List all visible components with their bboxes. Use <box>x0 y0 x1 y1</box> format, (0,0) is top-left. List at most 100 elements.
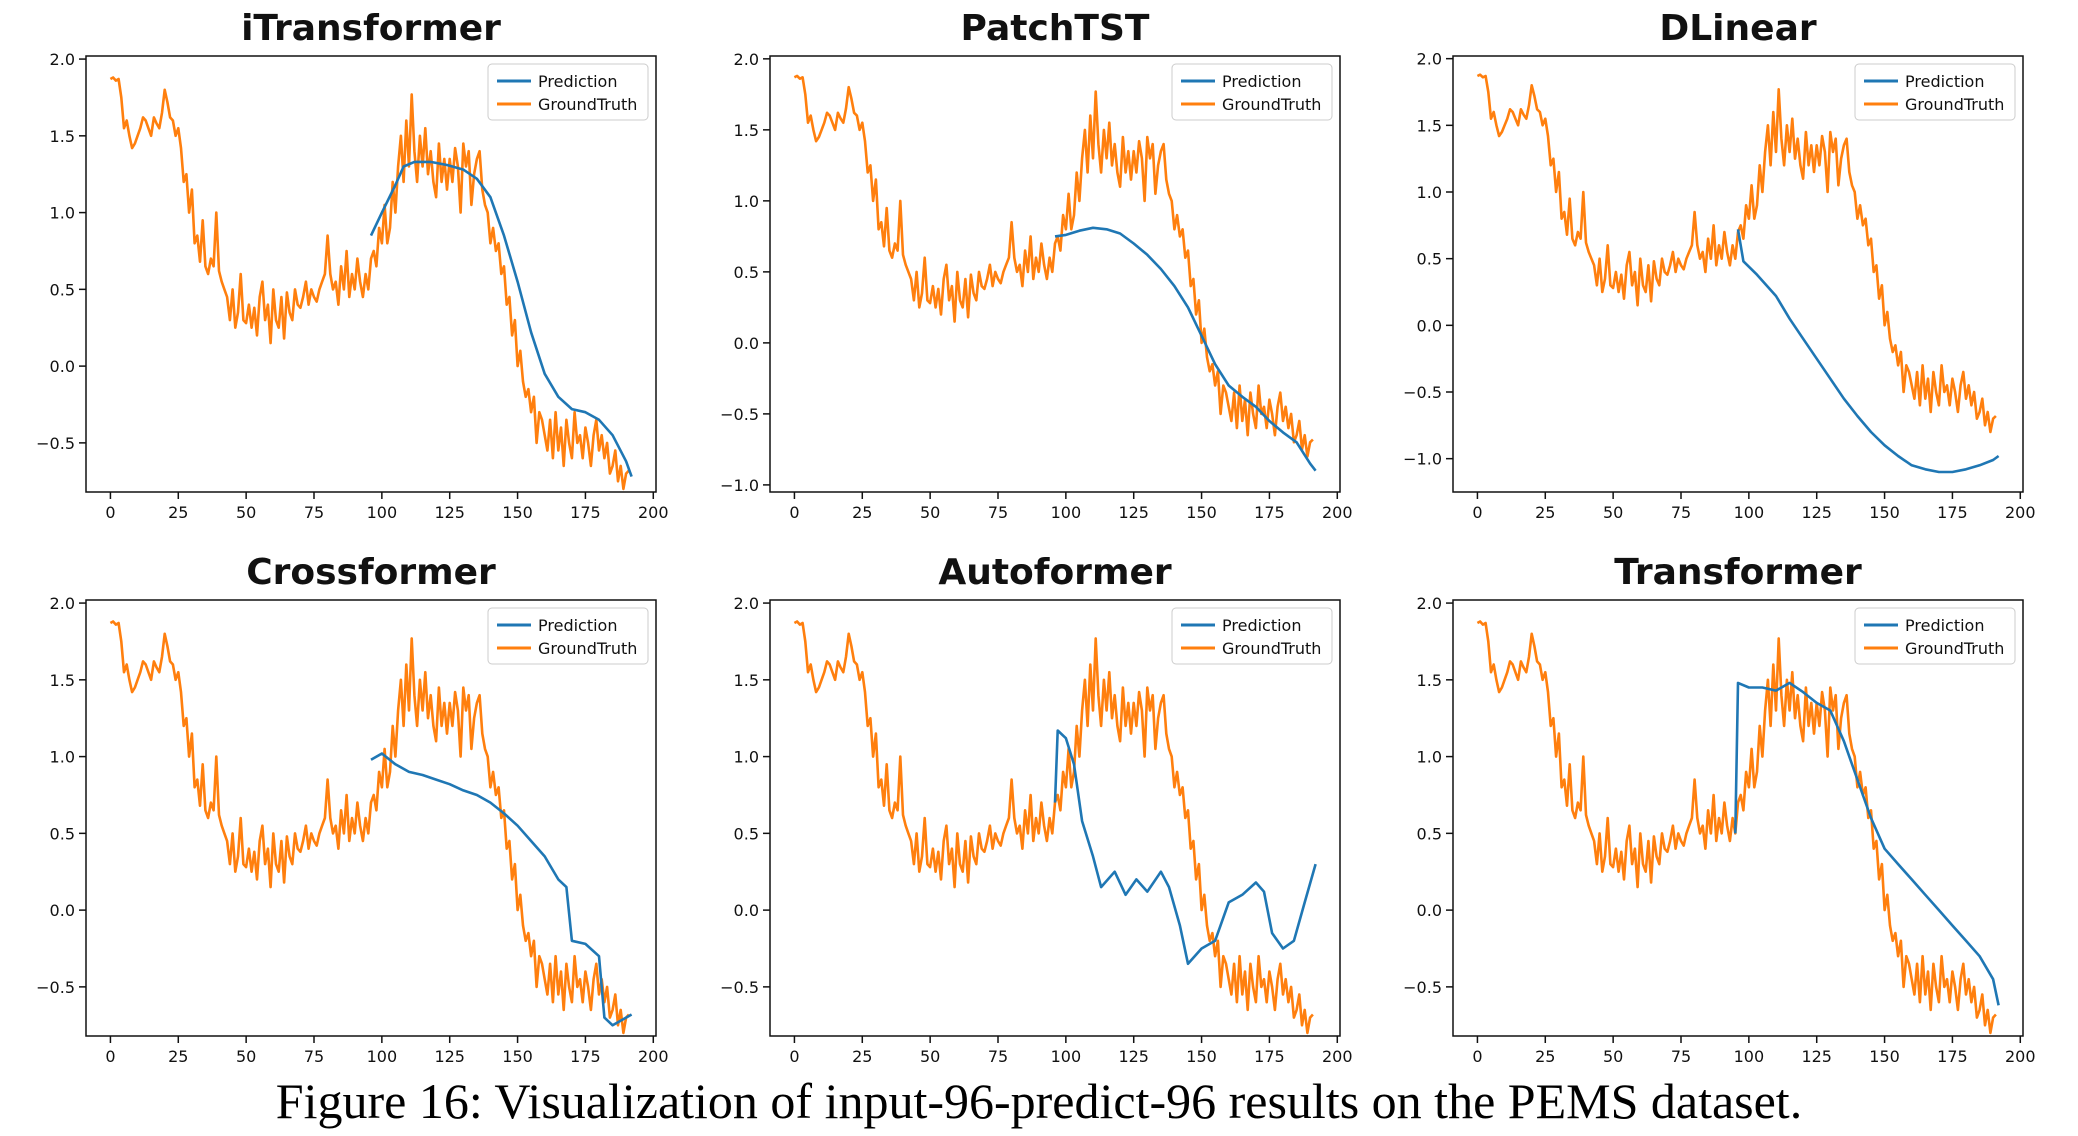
chart-2: DLinear 0 25 50 75 100 125 150 175 200 −1.0 −0.5 0.0… <box>1403 8 2035 522</box>
chart-1-xtick-label: 25 <box>852 503 872 522</box>
chart-4-legend-groundtruth-label: GroundTruth <box>1222 639 1321 658</box>
chart-1-xtick-label: 150 <box>1186 503 1217 522</box>
chart-1-prediction-line <box>1054 226 1317 472</box>
chart-5-axes-frame <box>1452 599 2024 1037</box>
chart-5-legend: Prediction GroundTruth <box>1854 607 2016 665</box>
chart-0-xtick-label: 75 <box>304 503 324 522</box>
chart-5-ytick-label: 0.0 <box>1417 901 1442 920</box>
chart-1-xtick-label: 175 <box>1254 503 1285 522</box>
chart-2-groundtruth-line <box>1476 73 1997 434</box>
chart-0-xtick-label: 200 <box>638 503 669 522</box>
chart-1-legend: Prediction GroundTruth <box>1171 63 1333 121</box>
chart-2-ytick-label: 0.5 <box>1417 250 1442 269</box>
chart-0-ytick-label: 0.5 <box>50 280 75 299</box>
chart-1-xtick-label: 50 <box>920 503 940 522</box>
chart-0-xtick-label: 50 <box>236 503 256 522</box>
chart-0-groundtruth-line <box>109 76 630 491</box>
chart-1-xtick-label: 0 <box>789 503 799 522</box>
chart-3-legend-groundtruth-label: GroundTruth <box>538 639 637 658</box>
chart-4-prediction-line <box>1053 729 1317 966</box>
chart-0-prediction-line <box>369 160 633 478</box>
chart-1-ytick-label: 0.5 <box>734 263 759 282</box>
chart-2-xtick-label: 75 <box>1671 503 1691 522</box>
chart-3-legend: Prediction GroundTruth <box>487 607 649 665</box>
chart-1-ytick-label: −0.5 <box>720 405 759 424</box>
chart-4-legend-prediction-label: Prediction <box>1222 616 1301 635</box>
chart-4-ytick-label: 1.5 <box>734 671 759 690</box>
chart-2-ytick-label: 2.0 <box>1417 50 1442 69</box>
chart-5-xtick-label: 125 <box>1801 1047 1832 1066</box>
chart-3-xtick-label: 175 <box>570 1047 601 1066</box>
chart-2-ytick-label: −1.0 <box>1403 450 1442 469</box>
chart-1-legend-prediction-label: Prediction <box>1222 72 1301 91</box>
chart-0-legend-groundtruth-label: GroundTruth <box>538 95 637 114</box>
chart-4-xtick-label: 125 <box>1118 1047 1149 1066</box>
chart-2-ytick-label: 0.0 <box>1417 316 1442 335</box>
chart-3-title: Crossformer <box>246 552 496 593</box>
chart-3-legend-box <box>487 607 649 665</box>
chart-3-ytick-label: 0.0 <box>50 901 75 920</box>
chart-4-xtick-label: 0 <box>789 1047 799 1066</box>
chart-5-legend-box <box>1854 607 2016 665</box>
chart-0-ytick-label: 2.0 <box>50 50 75 69</box>
chart-0-xtick-label: 100 <box>367 503 398 522</box>
chart-2-prediction-line <box>1736 229 2000 474</box>
chart-5-xtick-label: 75 <box>1671 1047 1691 1066</box>
chart-0: iTransformer 0 25 50 75 100 125 150 175 200 −0.5 0.… <box>36 8 668 522</box>
chart-1-ytick-label: 0.0 <box>734 334 759 353</box>
chart-5-ytick-label: −0.5 <box>1403 978 1442 997</box>
chart-2-xtick-label: 100 <box>1734 503 1765 522</box>
chart-5-title: Transformer <box>1614 552 1862 593</box>
chart-4-legend: Prediction GroundTruth <box>1171 607 1333 665</box>
chart-1-title: PatchTST <box>961 8 1150 49</box>
chart-5: Transformer 0 25 50 75 100 125 150 175 200 −0.5 0.0… <box>1403 552 2035 1066</box>
chart-3-xtick-label: 25 <box>168 1047 188 1066</box>
chart-0-legend-prediction-label: Prediction <box>538 72 617 91</box>
chart-1-legend-box <box>1171 63 1333 121</box>
chart-3-ytick-label: 1.0 <box>50 748 75 767</box>
chart-1-ytick-label: 1.5 <box>734 121 759 140</box>
chart-2-ytick-label: 1.0 <box>1417 183 1442 202</box>
chart-2-xtick-label: 150 <box>1869 503 1900 522</box>
chart-3-groundtruth-line <box>109 620 630 1035</box>
chart-1-xtick-label: 100 <box>1051 503 1082 522</box>
chart-0-legend: Prediction GroundTruth <box>487 63 649 121</box>
chart-2-xtick-label: 25 <box>1535 503 1555 522</box>
chart-3: Crossformer 0 25 50 75 100 125 150 175 200 −0.5 0.0… <box>36 552 668 1066</box>
chart-2-legend: Prediction GroundTruth <box>1854 63 2016 121</box>
chart-3-xtick-label: 75 <box>304 1047 324 1066</box>
chart-4: Autoformer 0 25 50 75 100 125 150 175 200 −0.5 0.0 0… <box>720 552 1352 1066</box>
chart-0-xtick-label: 0 <box>105 503 115 522</box>
chart-4-xtick-label: 150 <box>1186 1047 1217 1066</box>
chart-0-xtick-label: 125 <box>434 503 465 522</box>
chart-1-xtick-label: 75 <box>988 503 1008 522</box>
chart-3-xtick-label: 200 <box>638 1047 669 1066</box>
chart-2-xtick-label: 50 <box>1603 503 1623 522</box>
chart-3-xtick-label: 150 <box>502 1047 533 1066</box>
chart-4-ytick-label: 2.0 <box>734 594 759 613</box>
chart-4-xtick-label: 75 <box>988 1047 1008 1066</box>
chart-0-xtick-label: 25 <box>168 503 188 522</box>
chart-3-legend-prediction-label: Prediction <box>538 616 617 635</box>
chart-5-ytick-label: 2.0 <box>1417 594 1442 613</box>
chart-0-ytick-label: 1.0 <box>50 204 75 223</box>
chart-4-xtick-label: 50 <box>920 1047 940 1066</box>
chart-3-ytick-label: 0.5 <box>50 824 75 843</box>
chart-2-ytick-label: 1.5 <box>1417 116 1442 135</box>
chart-1: PatchTST 0 25 50 75 100 125 150 175 200 −1.0 −0.5 0.… <box>720 8 1352 522</box>
chart-0-legend-box <box>487 63 649 121</box>
chart-3-ytick-label: −0.5 <box>36 978 75 997</box>
chart-4-ytick-label: 0.5 <box>734 824 759 843</box>
chart-5-xtick-label: 175 <box>1937 1047 1968 1066</box>
chart-2-title: DLinear <box>1659 8 1817 49</box>
chart-4-ytick-label: 0.0 <box>734 901 759 920</box>
chart-4-groundtruth-line <box>793 620 1314 1035</box>
chart-4-xtick-label: 200 <box>1322 1047 1353 1066</box>
chart-0-title: iTransformer <box>241 8 501 49</box>
chart-0-ytick-label: −0.5 <box>36 434 75 453</box>
chart-1-xtick-label: 125 <box>1118 503 1149 522</box>
chart-5-xtick-label: 150 <box>1869 1047 1900 1066</box>
chart-4-xtick-label: 25 <box>852 1047 872 1066</box>
chart-0-xtick-label: 175 <box>570 503 601 522</box>
chart-5-xtick-label: 100 <box>1734 1047 1765 1066</box>
